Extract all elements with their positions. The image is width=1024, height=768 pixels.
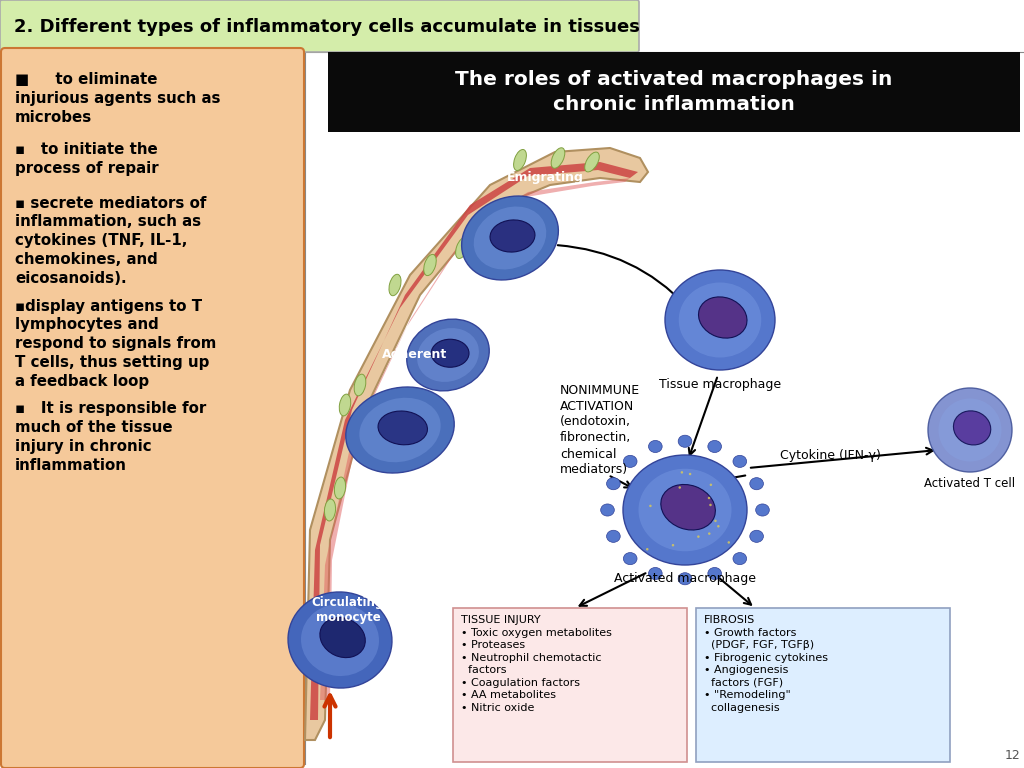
Text: Activated macrophage: Activated macrophage <box>614 572 756 585</box>
Text: Activated T cell: Activated T cell <box>925 477 1016 490</box>
Ellipse shape <box>727 541 730 544</box>
Text: Adherent: Adherent <box>382 349 447 362</box>
Ellipse shape <box>679 486 681 488</box>
Ellipse shape <box>733 455 746 468</box>
FancyBboxPatch shape <box>696 608 950 762</box>
Ellipse shape <box>939 399 1001 462</box>
Polygon shape <box>305 148 648 740</box>
Ellipse shape <box>319 617 366 657</box>
Text: Tissue macrophage: Tissue macrophage <box>658 378 781 391</box>
Text: ▪   It is responsible for
much of the tissue
injury in chronic
inflammation: ▪ It is responsible for much of the tiss… <box>15 402 206 473</box>
Ellipse shape <box>678 435 692 447</box>
Ellipse shape <box>717 525 720 528</box>
Ellipse shape <box>672 544 674 547</box>
Ellipse shape <box>346 387 455 473</box>
Ellipse shape <box>417 328 479 382</box>
Ellipse shape <box>648 568 663 580</box>
Ellipse shape <box>624 455 637 468</box>
Ellipse shape <box>698 297 746 338</box>
Polygon shape <box>310 162 638 720</box>
Ellipse shape <box>665 270 775 370</box>
Ellipse shape <box>551 147 565 168</box>
Ellipse shape <box>490 220 535 252</box>
Ellipse shape <box>708 440 722 452</box>
Ellipse shape <box>514 150 526 170</box>
Ellipse shape <box>624 552 637 564</box>
Ellipse shape <box>474 207 546 270</box>
Ellipse shape <box>678 573 692 584</box>
Text: Circulating
monocyte: Circulating monocyte <box>312 596 384 624</box>
Ellipse shape <box>325 499 336 521</box>
Text: TISSUE INJURY
• Toxic oxygen metabolites
• Proteases
• Neutrophil chemotactic
  : TISSUE INJURY • Toxic oxygen metabolites… <box>461 615 612 713</box>
Text: The roles of activated macrophages in
chronic inflammation: The roles of activated macrophages in ch… <box>456 70 893 114</box>
Ellipse shape <box>733 552 746 564</box>
Ellipse shape <box>288 592 392 688</box>
Text: ▪ secrete mediators of
inflammation, such as
cytokines (TNF, IL-1,
chemokines, a: ▪ secrete mediators of inflammation, suc… <box>15 196 207 286</box>
Text: NONIMMUNE
ACTIVATION
(endotoxin,
fibronectin,
chemical
mediators): NONIMMUNE ACTIVATION (endotoxin, fibrone… <box>560 383 640 476</box>
Ellipse shape <box>606 478 621 490</box>
FancyBboxPatch shape <box>0 0 639 52</box>
Ellipse shape <box>679 283 761 357</box>
Text: Emigrating: Emigrating <box>507 171 584 184</box>
Ellipse shape <box>335 477 346 499</box>
FancyBboxPatch shape <box>328 52 1020 132</box>
Text: ▪display antigens to T
lymphocytes and
respond to signals from
T cells, thus set: ▪display antigens to T lymphocytes and r… <box>15 299 216 389</box>
Ellipse shape <box>354 374 366 396</box>
Ellipse shape <box>462 196 558 280</box>
Ellipse shape <box>750 530 764 542</box>
Ellipse shape <box>646 548 648 551</box>
Ellipse shape <box>407 319 489 391</box>
Ellipse shape <box>708 568 722 580</box>
Ellipse shape <box>601 504 614 516</box>
Ellipse shape <box>339 394 351 416</box>
Polygon shape <box>319 178 630 700</box>
Ellipse shape <box>359 398 440 462</box>
Ellipse shape <box>708 497 711 499</box>
Ellipse shape <box>585 152 599 172</box>
Text: 12: 12 <box>1005 749 1020 762</box>
Ellipse shape <box>928 388 1012 472</box>
Ellipse shape <box>708 532 711 535</box>
Ellipse shape <box>606 530 621 542</box>
Ellipse shape <box>681 471 683 474</box>
Ellipse shape <box>689 473 691 475</box>
Ellipse shape <box>378 411 427 445</box>
Ellipse shape <box>750 478 764 490</box>
Ellipse shape <box>953 411 991 445</box>
Ellipse shape <box>697 535 699 538</box>
Text: FIBROSIS
• Growth factors
  (PDGF, FGF, TGFβ)
• Fibrogenic cytokines
• Angiogene: FIBROSIS • Growth factors (PDGF, FGF, TG… <box>705 615 828 713</box>
Ellipse shape <box>756 504 769 516</box>
Ellipse shape <box>623 455 746 565</box>
Ellipse shape <box>456 237 468 259</box>
Text: ▪   to initiate the
process of repair: ▪ to initiate the process of repair <box>15 142 159 176</box>
Ellipse shape <box>424 254 436 276</box>
Text: Cytokine (IFN-γ): Cytokine (IFN-γ) <box>779 449 881 462</box>
Text: ■     to eliminate
injurious agents such as
microbes: ■ to eliminate injurious agents such as … <box>15 72 220 124</box>
FancyBboxPatch shape <box>1 48 304 768</box>
Ellipse shape <box>649 505 651 507</box>
Ellipse shape <box>301 604 379 676</box>
Ellipse shape <box>431 339 469 367</box>
Ellipse shape <box>710 484 712 486</box>
FancyBboxPatch shape <box>453 608 687 762</box>
Ellipse shape <box>660 485 716 530</box>
Ellipse shape <box>389 274 401 296</box>
Ellipse shape <box>639 468 731 551</box>
Text: 2. Different types of inflammatory cells accumulate in tissues: 2. Different types of inflammatory cells… <box>14 18 640 36</box>
Ellipse shape <box>714 520 717 522</box>
Ellipse shape <box>710 504 712 506</box>
Ellipse shape <box>648 440 663 452</box>
